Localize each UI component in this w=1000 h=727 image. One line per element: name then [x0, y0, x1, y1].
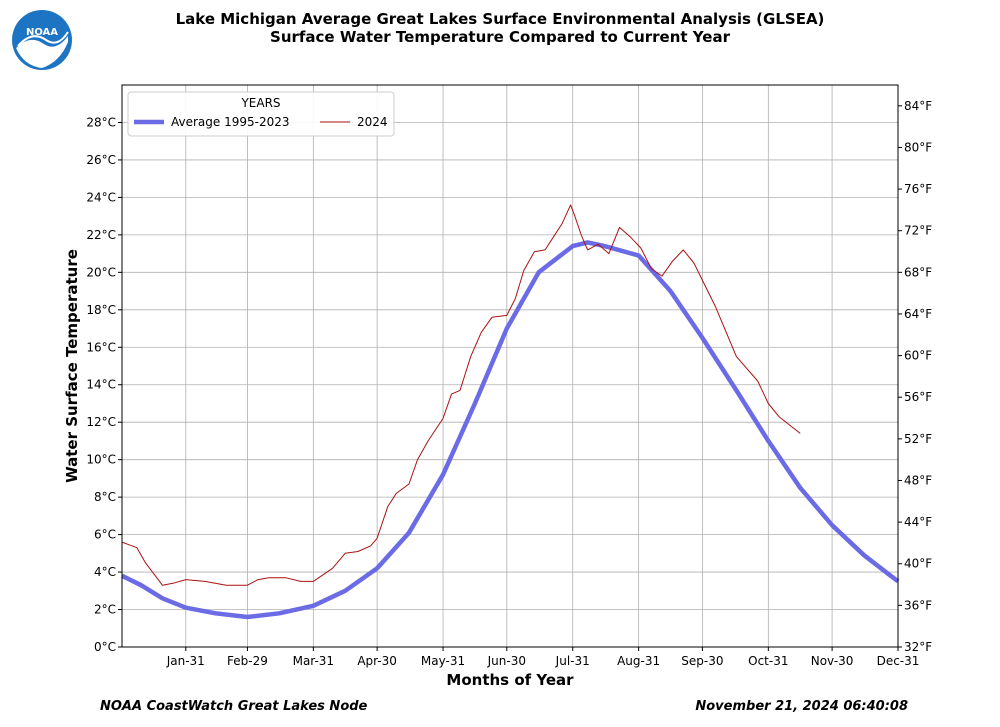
noaa-logo: NOAA [12, 10, 72, 70]
y-right-tick-label: 36°F [904, 598, 932, 612]
x-tick-label: Jul-31 [555, 654, 590, 668]
footer-timestamp: November 21, 2024 06:40:08 [695, 699, 908, 714]
x-tick-label: Mar-31 [293, 654, 334, 668]
y-right-tick-label: 40°F [904, 557, 932, 571]
y-tick-label: 22°C [86, 228, 116, 242]
y-right-tick-label: 64°F [904, 307, 932, 321]
y-tick-label: 14°C [86, 378, 116, 392]
legend-box [127, 91, 395, 137]
series-line-2024 [121, 204, 801, 586]
series-layer [121, 204, 900, 620]
ticks: 0°C 2°C 4°C 6°C 8°C 10°C 12°C 14°C 16°C 18°C 20°C 2… [86, 99, 932, 668]
legend-label-average: Average 1995-2023 [171, 115, 290, 129]
x-tick-label: Sep-30 [681, 654, 723, 668]
y-right-tick-label: 48°F [904, 473, 932, 487]
x-tick-label: Oct-31 [748, 654, 788, 668]
x-tick-label: Feb-29 [227, 654, 268, 668]
footer-source: NOAA CoastWatch Great Lakes Node [100, 699, 368, 714]
x-axis-label: Months of Year [446, 671, 574, 689]
legend-title: YEARS [240, 96, 280, 110]
x-tick-label: Nov-30 [811, 654, 854, 668]
y-right-tick-label: 84°F [904, 99, 932, 113]
y-tick-label: 8°C [94, 490, 116, 504]
y-right-tick-label: 68°F [904, 265, 932, 279]
x-tick-label: Apr-30 [357, 654, 397, 668]
legend: YEARS Average 1995-2023 2024 [127, 91, 395, 137]
legend-label-2024: 2024 [357, 115, 388, 129]
y-tick-label: 12°C [86, 415, 116, 429]
y-right-tick-label: 60°F [904, 349, 932, 363]
y-tick-label: 4°C [94, 565, 116, 579]
y-tick-label: 10°C [86, 453, 116, 467]
plot-frame [121, 84, 899, 648]
y-tick-label: 18°C [86, 303, 116, 317]
y-right-tick-label: 72°F [904, 224, 932, 238]
logo-text: NOAA [26, 27, 58, 38]
x-tick-label: Jun-30 [487, 654, 526, 668]
y-tick-label: 6°C [94, 528, 116, 542]
y-right-tick-label: 80°F [904, 140, 932, 154]
y-right-tick-label: 76°F [904, 182, 932, 196]
y-tick-label: 26°C [86, 153, 116, 167]
x-tick-label: Jan-31 [166, 654, 205, 668]
y-tick-label: 28°C [86, 115, 116, 129]
x-tick-label: May-31 [421, 654, 465, 668]
x-tick-label: Aug-31 [617, 654, 660, 668]
chart-title: Lake Michigan Average Great Lakes Surfac… [175, 10, 825, 28]
y-axis-label: Water Surface Temperature [63, 249, 81, 483]
y-tick-label: 0°C [94, 640, 116, 654]
series-line-average [121, 240, 900, 620]
y-tick-label: 20°C [86, 265, 116, 279]
grid [122, 85, 899, 648]
y-right-tick-label: 32°F [904, 640, 932, 654]
x-tick-label: Dec-31 [877, 654, 920, 668]
y-tick-label: 2°C [94, 603, 116, 617]
y-right-tick-label: 44°F [904, 515, 932, 529]
y-tick-label: 16°C [86, 340, 116, 354]
y-right-tick-label: 52°F [904, 432, 932, 446]
y-tick-label: 24°C [86, 190, 116, 204]
chart-subtitle: Surface Water Temperature Compared to Cu… [270, 28, 730, 46]
y-right-tick-label: 56°F [904, 390, 932, 404]
